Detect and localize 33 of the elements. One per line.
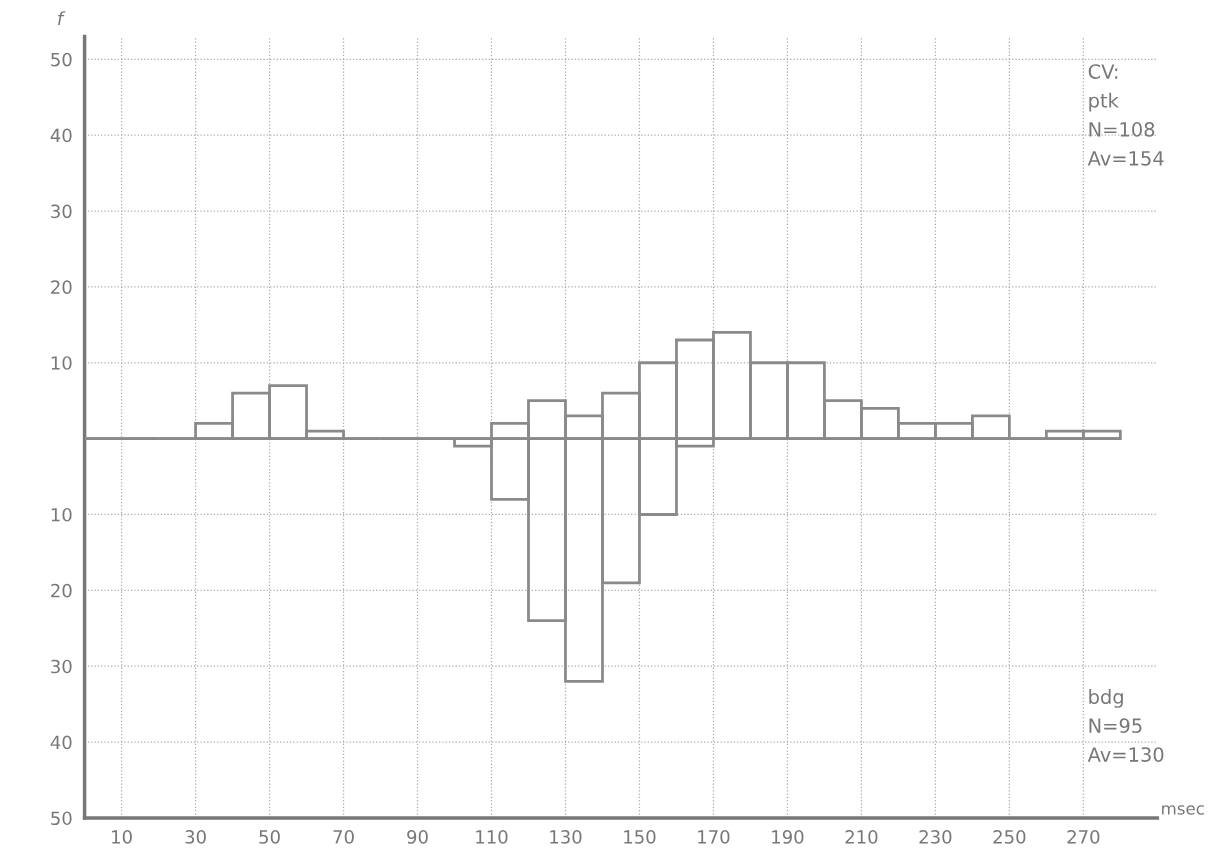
annotation: Av=130 bbox=[1087, 747, 1164, 762]
y-tick-label: 20 bbox=[51, 280, 72, 294]
y-tick-label: 10 bbox=[51, 356, 72, 370]
y-tick-label: 10 bbox=[51, 507, 72, 522]
y-tick-label: 20 bbox=[51, 583, 72, 598]
annotation: N=108 bbox=[1089, 122, 1155, 137]
x-tick-label: 230 bbox=[919, 830, 952, 844]
y-axis-title: f bbox=[58, 11, 66, 25]
y-tick-label: 40 bbox=[50, 128, 72, 143]
x-tick-label: 250 bbox=[993, 830, 1026, 844]
x-tick-label: 270 bbox=[1067, 830, 1100, 844]
text: ptk bbox=[1089, 92, 1119, 112]
x-axis-title: msec bbox=[1162, 805, 1204, 815]
annotation: CV: bbox=[1088, 64, 1118, 79]
x-tick-label: 110 bbox=[476, 830, 508, 844]
y-tick-label: 30 bbox=[51, 204, 72, 219]
y-tick-label: 50 bbox=[51, 811, 72, 826]
x-tick-label: 150 bbox=[624, 830, 656, 844]
y-tick-label: 30 bbox=[51, 659, 72, 674]
x-tick-label: 10 bbox=[112, 830, 132, 844]
x-tick-label: 190 bbox=[772, 830, 804, 844]
x-tick-label: 30 bbox=[185, 830, 206, 844]
x-tick-label: 50 bbox=[259, 830, 280, 844]
x-tick-label: 130 bbox=[550, 830, 582, 844]
text: bdg bbox=[1089, 689, 1123, 708]
x-tick-label: 210 bbox=[845, 830, 878, 844]
x-tick-label: 70 bbox=[333, 830, 354, 844]
x-tick-label: 90 bbox=[407, 830, 428, 844]
annotation: Av=154 bbox=[1087, 151, 1164, 166]
annotation: N=95 bbox=[1089, 718, 1142, 733]
y-tick-label: 40 bbox=[50, 735, 72, 750]
y-tick-label: 50 bbox=[51, 52, 72, 67]
x-tick-label: 170 bbox=[698, 830, 730, 844]
